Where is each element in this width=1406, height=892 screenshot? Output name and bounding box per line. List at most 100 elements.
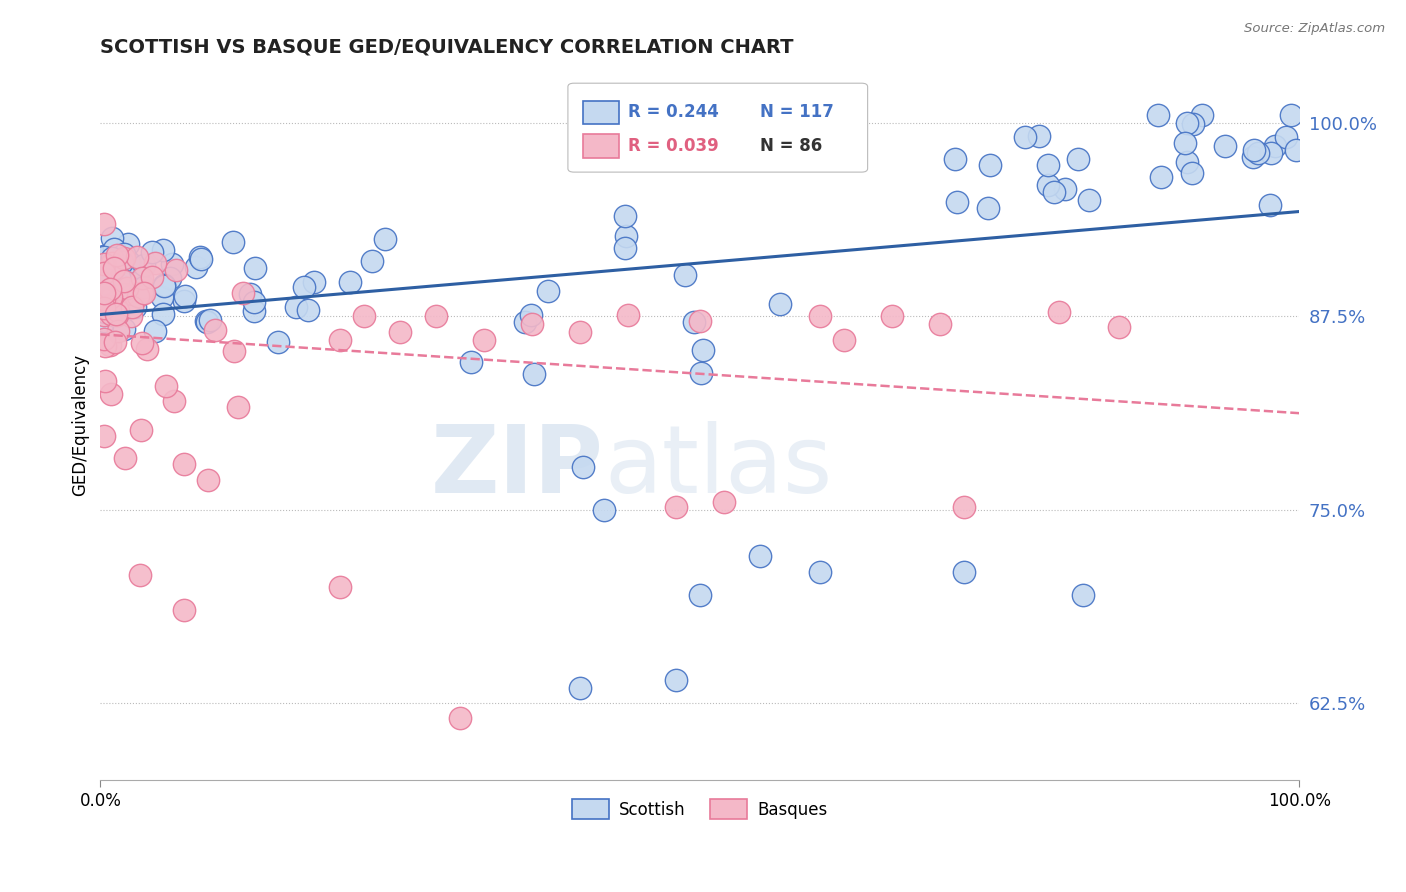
Point	[100, 290, 122, 304]
Point	[808, 310, 831, 324]
Point	[93, 429, 115, 443]
Bar	[583, 135, 620, 158]
Point	[769, 297, 792, 311]
Point	[94, 301, 117, 316]
Bar	[583, 101, 620, 125]
Point	[1264, 138, 1286, 153]
Point	[129, 423, 152, 437]
Point	[94, 339, 117, 353]
Point	[880, 310, 903, 324]
Point	[449, 711, 471, 725]
Point	[190, 250, 212, 264]
Point	[143, 324, 166, 338]
Point	[131, 285, 153, 300]
Point	[121, 260, 143, 274]
Point	[689, 588, 711, 602]
Point	[115, 280, 138, 294]
Point	[100, 307, 122, 321]
Point	[152, 278, 174, 293]
Point	[121, 301, 143, 315]
Text: atlas: atlas	[603, 421, 832, 513]
Legend: Scottish, Basques: Scottish, Basques	[565, 793, 834, 825]
Point	[1036, 178, 1059, 193]
Text: N = 117: N = 117	[759, 103, 834, 121]
FancyBboxPatch shape	[568, 83, 868, 172]
Point	[132, 279, 155, 293]
Point	[173, 603, 195, 617]
Point	[614, 228, 637, 243]
Point	[267, 334, 290, 349]
Point	[194, 313, 217, 327]
Point	[425, 310, 447, 324]
Point	[159, 271, 181, 285]
Point	[329, 333, 352, 347]
Point	[173, 293, 195, 308]
Point	[613, 241, 636, 255]
Point	[946, 195, 969, 210]
Point	[568, 325, 591, 339]
Point	[112, 274, 135, 288]
Point	[204, 322, 226, 336]
Point	[224, 344, 246, 359]
Point	[1147, 108, 1170, 122]
Point	[808, 565, 831, 579]
Point	[1260, 146, 1282, 161]
Text: ZIP: ZIP	[432, 421, 603, 513]
Point	[190, 252, 212, 267]
Point	[690, 366, 713, 380]
Point	[153, 278, 176, 293]
Point	[103, 242, 125, 256]
Point	[105, 308, 128, 322]
Point	[131, 336, 153, 351]
Point	[104, 301, 127, 315]
Point	[94, 290, 117, 304]
Point	[232, 286, 254, 301]
Point	[572, 460, 595, 475]
Point	[1053, 182, 1076, 196]
Point	[112, 247, 135, 261]
Point	[93, 269, 115, 284]
Point	[460, 355, 482, 369]
Point	[613, 209, 636, 223]
Point	[239, 286, 262, 301]
Point	[1175, 116, 1198, 130]
Point	[748, 549, 770, 563]
Point	[285, 300, 308, 314]
Point	[93, 314, 115, 328]
Point	[297, 302, 319, 317]
Point	[111, 255, 134, 269]
Point	[163, 393, 186, 408]
Point	[197, 473, 219, 487]
Point	[520, 308, 543, 322]
Point	[112, 251, 135, 265]
Point	[93, 276, 115, 290]
Point	[152, 243, 174, 257]
Point	[101, 261, 124, 276]
Point	[1247, 145, 1270, 160]
Point	[692, 343, 714, 357]
Point	[107, 289, 129, 303]
Point	[141, 270, 163, 285]
Text: R = 0.039: R = 0.039	[628, 136, 718, 155]
Point	[1150, 169, 1173, 184]
Point	[928, 317, 950, 331]
Point	[195, 315, 218, 329]
Point	[1181, 117, 1204, 131]
Point	[93, 292, 115, 306]
Point	[353, 310, 375, 324]
Y-axis label: GED/Equivalency: GED/Equivalency	[72, 353, 89, 496]
Point	[1279, 108, 1302, 122]
Point	[592, 502, 614, 516]
Point	[683, 315, 706, 329]
Point	[105, 248, 128, 262]
Point	[112, 322, 135, 336]
Point	[110, 288, 132, 302]
Point	[104, 335, 127, 350]
Point	[93, 308, 115, 322]
Point	[226, 401, 249, 415]
Point	[374, 232, 396, 246]
Text: Source: ZipAtlas.com: Source: ZipAtlas.com	[1244, 22, 1385, 36]
Point	[101, 256, 124, 270]
Point	[1275, 130, 1298, 145]
Point	[302, 275, 325, 289]
